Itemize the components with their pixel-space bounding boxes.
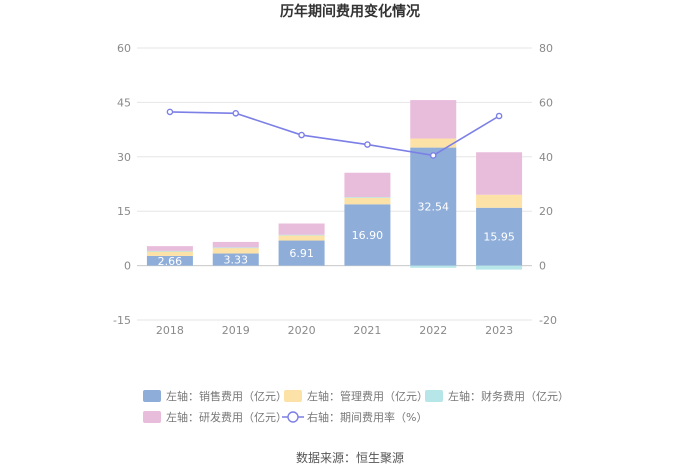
legend-label: 左轴：财务费用（亿元）	[448, 389, 569, 403]
x-axis-ticks: 2018 2019 2020 2021 2022 2023	[156, 324, 513, 337]
x-axis-tick-label: 2020	[288, 324, 316, 337]
bar-data-label: 15.95	[483, 231, 515, 244]
right-axis-ticks: -20 0 20 40 60 80	[539, 42, 557, 327]
bar-segment	[212, 253, 259, 266]
bar-segment	[476, 194, 523, 208]
left-axis-tick-label: 15	[117, 205, 131, 218]
bar-segment	[344, 172, 391, 198]
bar-segment	[278, 240, 325, 266]
x-axis-tick-label: 2022	[419, 324, 447, 337]
bar-segment	[212, 247, 259, 254]
bar-data-label: 32.54	[418, 201, 450, 214]
bar-segment	[146, 251, 193, 256]
bar-segment	[410, 100, 457, 139]
rate-line-point	[429, 152, 437, 159]
bar-segment	[146, 246, 193, 251]
bar-segment	[410, 147, 457, 266]
legend-label: 左轴：研发费用（亿元）	[166, 410, 287, 424]
bar-segment	[344, 197, 391, 205]
legend-label: 左轴：管理费用（亿元）	[307, 389, 428, 403]
bar-segment	[476, 152, 523, 195]
bar-segment	[344, 197, 391, 198]
x-axis-tick-label: 2019	[222, 324, 250, 337]
left-axis-tick-label: -15	[113, 314, 131, 327]
bar-segment	[476, 265, 523, 270]
left-axis-tick-label: 60	[117, 42, 131, 55]
legend-swatch	[284, 390, 302, 402]
left-axis-tick-label: 30	[117, 151, 131, 164]
right-axis-tick-label: 40	[539, 151, 553, 164]
legend-swatch	[143, 390, 161, 402]
rate-line-point	[364, 141, 371, 148]
x-axis-tick-label: 2021	[353, 324, 381, 337]
rate-line-point	[166, 108, 174, 116]
x-axis-tick-label: 2023	[485, 324, 513, 337]
bar-segment	[146, 250, 193, 252]
bar-series	[146, 100, 523, 270]
rate-line-series	[166, 108, 503, 159]
right-axis-tick-label: -20	[539, 314, 557, 327]
source-note: 数据来源：恒生聚源	[296, 450, 404, 465]
bar-data-label: 3.33	[224, 254, 249, 267]
bar-data-label: 2.66	[158, 255, 183, 268]
legend-label: 右轴：期间费用率（%）	[307, 410, 427, 424]
rate-line-point	[232, 109, 240, 117]
bar-segment	[212, 241, 259, 248]
bar-segment	[212, 247, 259, 249]
left-axis-tick-label: 45	[117, 96, 131, 109]
legend-label: 左轴：销售费用（亿元）	[166, 389, 287, 403]
bar-segment	[476, 207, 523, 266]
rate-line-point	[298, 131, 305, 139]
left-axis-ticks: -15 0 15 30 45 60	[113, 42, 131, 327]
right-axis-tick-label: 0	[539, 260, 546, 273]
x-axis-tick-label: 2018	[156, 324, 184, 337]
bar-data-label: 16.90	[352, 229, 384, 242]
legend: 左轴：销售费用（亿元） 左轴：管理费用（亿元） 左轴：财务费用（亿元） 左轴：研发费用…	[143, 389, 569, 424]
right-axis-tick-label: 60	[539, 96, 553, 109]
bar-segment	[278, 234, 325, 236]
legend-line-marker	[287, 411, 299, 423]
rate-line	[169, 111, 500, 157]
left-axis-tick-label: 0	[124, 260, 131, 273]
data-labels: 2.66 3.33 6.91 16.90 32.54 15.95	[158, 201, 515, 268]
right-axis-tick-label: 80	[539, 42, 553, 55]
chart-title: 历年期间费用变化情况	[280, 3, 420, 20]
bar-segment	[278, 235, 325, 241]
bar-segment	[278, 223, 325, 235]
rate-line-point	[495, 112, 503, 120]
grid-lines	[137, 47, 532, 321]
bar-data-label: 6.91	[289, 247, 314, 260]
bar-segment	[146, 255, 193, 266]
bar-segment	[410, 265, 457, 268]
legend-swatch	[425, 390, 443, 402]
right-axis-tick-label: 20	[539, 205, 553, 218]
bar-segment	[410, 138, 457, 148]
bar-segment	[344, 204, 391, 266]
legend-swatch	[143, 411, 161, 423]
